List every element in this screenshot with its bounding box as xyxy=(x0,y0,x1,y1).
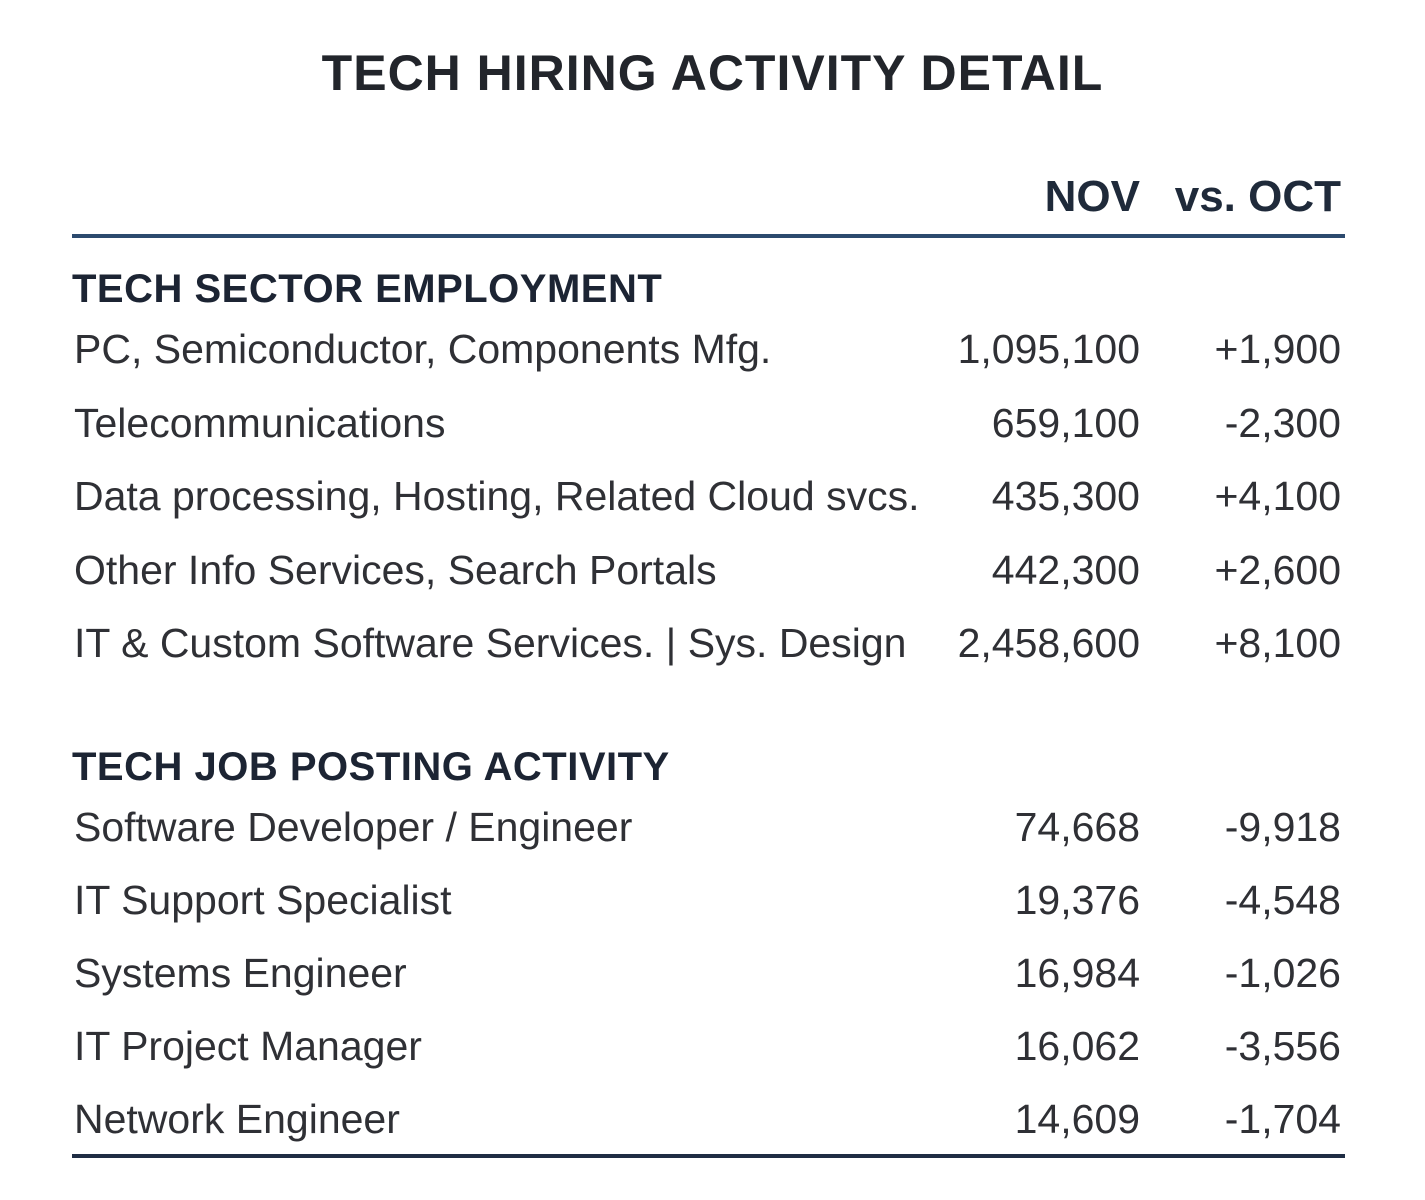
row-change-value: +4,100 xyxy=(1214,473,1341,519)
row-label: Telecommunications xyxy=(74,399,446,446)
row-change-value: -4,548 xyxy=(1224,876,1341,923)
row-change-value: -9,918 xyxy=(1224,803,1341,850)
row-label: Data processing, Hosting, Related Cloud … xyxy=(74,473,920,519)
table-row: Network Engineer 14,609 -1,704 xyxy=(72,1088,1345,1161)
table-row: Telecommunications 659,100 -2,300 xyxy=(72,392,1345,466)
row-nov-value: 14,609 xyxy=(1014,1095,1140,1142)
hiring-table: NOV vs. OCT TECH SECTOR EMPLOYMENT PC, S… xyxy=(72,168,1345,1161)
table-row: Software Developer / Engineer 74,668 -9,91… xyxy=(72,796,1345,869)
row-change-value: -1,704 xyxy=(1224,1095,1341,1142)
chart-title: TECH HIRING ACTIVITY DETAIL xyxy=(321,45,1104,101)
row-nov-value: 1,095,100 xyxy=(957,326,1140,372)
row-change-value: +2,600 xyxy=(1214,546,1341,593)
row-label: Software Developer / Engineer xyxy=(74,803,633,850)
table-header: NOV vs. OCT xyxy=(72,168,1345,238)
row-nov-value: 442,300 xyxy=(991,546,1140,593)
column-header-nov: NOV xyxy=(1044,172,1140,221)
row-change-value: -3,556 xyxy=(1224,1022,1341,1069)
table-row: Systems Engineer 16,984 -1,026 xyxy=(72,942,1345,1015)
table-row: Other Info Services, Search Portals 442,3… xyxy=(72,539,1345,613)
row-nov-value: 16,984 xyxy=(1014,949,1140,996)
row-change-value: -2,300 xyxy=(1224,399,1341,446)
row-change-value: +8,100 xyxy=(1214,620,1341,666)
table-row: Data processing, Hosting, Related Cloud … xyxy=(72,465,1345,539)
row-nov-value: 435,300 xyxy=(991,473,1140,519)
section-title: TECH JOB POSTING ACTIVITY xyxy=(72,744,670,789)
table-row: PC, Semiconductor, Components Mfg. 1,095,… xyxy=(72,318,1345,392)
table-row: IT Support Specialist 19,376 -4,548 xyxy=(72,869,1345,942)
row-label: Network Engineer xyxy=(74,1095,400,1142)
row-label: IT & Custom Software Services. | Sys. De… xyxy=(74,620,907,666)
row-label: Other Info Services, Search Portals xyxy=(74,546,717,593)
section-title: TECH SECTOR EMPLOYMENT xyxy=(72,267,663,311)
row-nov-value: 659,100 xyxy=(991,399,1140,446)
table-row: IT Project Manager 16,062 -3,556 xyxy=(72,1015,1345,1088)
row-label: IT Project Manager xyxy=(74,1022,422,1069)
section-tech-sector-employment: TECH SECTOR EMPLOYMENT PC, Semiconductor… xyxy=(72,260,1345,686)
bottom-rule xyxy=(72,1154,1345,1158)
column-header-vs-oct: vs. OCT xyxy=(1174,172,1341,221)
row-nov-value: 16,062 xyxy=(1014,1022,1140,1069)
row-change-value: +1,900 xyxy=(1214,326,1341,372)
row-change-value: -1,026 xyxy=(1224,949,1341,996)
section-tech-job-posting-activity: TECH JOB POSTING ACTIVITY Software Devel… xyxy=(72,738,1345,1161)
row-label: IT Support Specialist xyxy=(74,876,452,923)
row-label: Systems Engineer xyxy=(74,949,407,996)
row-nov-value: 19,376 xyxy=(1014,876,1140,923)
row-nov-value: 2,458,600 xyxy=(957,620,1140,666)
row-nov-value: 74,668 xyxy=(1014,803,1140,850)
row-label: PC, Semiconductor, Components Mfg. xyxy=(74,326,772,372)
table-row: IT & Custom Software Services. | Sys. De… xyxy=(72,612,1345,686)
